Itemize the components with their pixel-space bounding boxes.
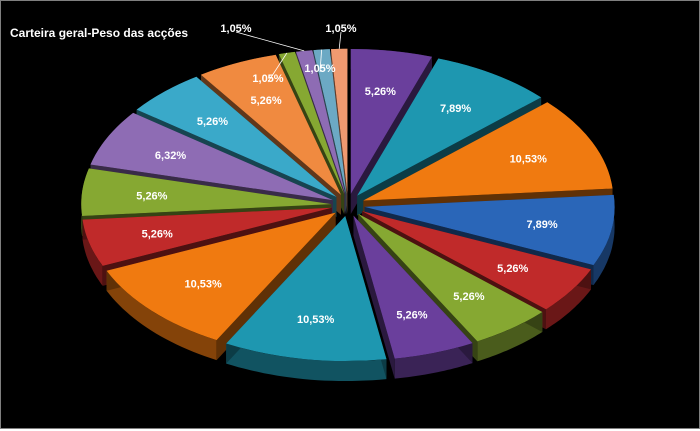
data-label-11: 6,32% [155, 150, 186, 162]
pie-slice-top-6 [353, 215, 473, 359]
data-label-12: 5,26% [197, 116, 228, 128]
data-label-6: 5,26% [396, 309, 427, 321]
pie-slice-top-15 [296, 50, 346, 194]
pie-slice-top-3 [364, 194, 615, 266]
pie-slice-top-16 [313, 49, 347, 194]
data-label-5: 5,26% [453, 291, 484, 303]
pie-slice-side-7 [226, 343, 387, 381]
pie-slice-top-9 [82, 207, 332, 266]
data-label-9: 5,26% [142, 228, 173, 240]
data-label-16: 1,05% [304, 63, 335, 75]
pie-slice-top-4 [362, 211, 592, 310]
pie-slice-top-2 [363, 102, 613, 201]
pie-slice-side-3 [593, 194, 615, 286]
data-label-0: 5,26% [365, 86, 396, 98]
leader-line-14 [267, 52, 288, 83]
pie-slice-side-8 [106, 270, 217, 361]
pie-slice-top-8 [106, 212, 336, 341]
pie-slice-side-5 [477, 312, 543, 362]
pie-slice-top-14 [278, 51, 345, 195]
pie-slice-top-0 [350, 48, 432, 194]
data-label-10: 5,26% [136, 190, 167, 202]
pie-slice-top-12 [136, 76, 337, 197]
pie-slice-6 [353, 215, 473, 379]
data-label-4: 5,26% [497, 263, 528, 275]
pie-slice-top-1 [357, 58, 542, 196]
leader-line-15 [235, 31, 305, 52]
data-label-13: 5,26% [250, 95, 281, 107]
data-label-2: 10,53% [510, 154, 548, 166]
pie-slice-top-10 [81, 168, 332, 216]
pie-slice-top-13 [200, 54, 342, 195]
data-label-17: 1,05% [325, 23, 356, 35]
pie-slice-side-9 [82, 219, 103, 286]
chart-title: Carteira geral-Peso das acções [10, 26, 189, 40]
pie-slice-top-5 [358, 213, 543, 342]
pie-slice-top-17 [330, 48, 348, 194]
leader-line-16 [319, 49, 323, 73]
pie-slice-top-11 [90, 112, 333, 201]
pie-slice-7 [226, 216, 387, 381]
data-label-1: 7,89% [440, 103, 471, 115]
data-label-7: 10,53% [297, 314, 335, 326]
data-label-3: 7,89% [527, 219, 558, 231]
data-label-15: 1,05% [220, 23, 251, 35]
leader-line-17 [338, 31, 342, 49]
pie-slice-top-7 [226, 216, 387, 362]
pie-slice-side-6 [394, 343, 473, 379]
data-label-8: 10,53% [185, 278, 223, 290]
pie-slice-wall-6-1 [353, 215, 395, 379]
data-label-14: 1,05% [252, 73, 283, 85]
